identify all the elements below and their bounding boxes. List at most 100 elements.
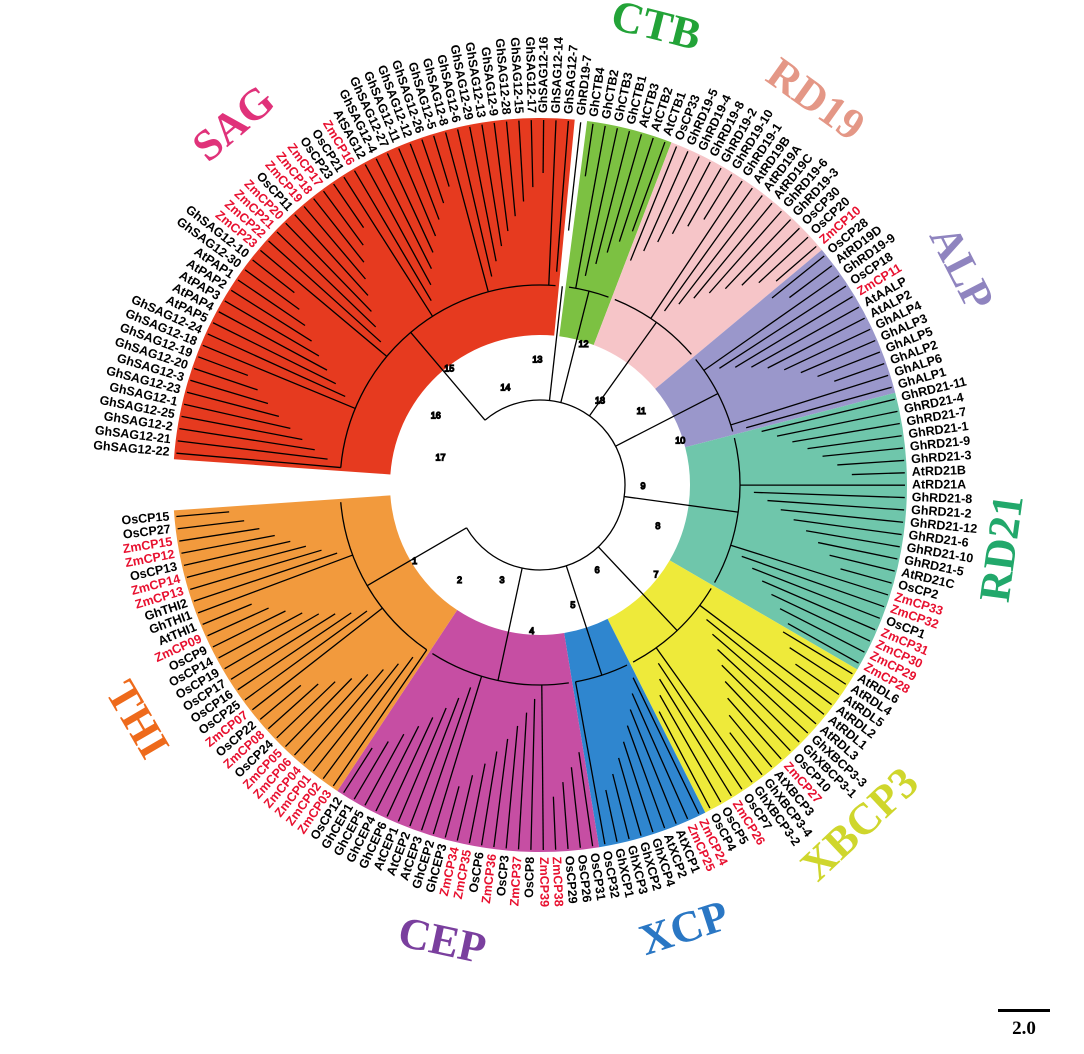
tip-branch xyxy=(193,367,258,391)
group-stem xyxy=(597,546,678,632)
tip-branch xyxy=(719,285,847,369)
tip-branch xyxy=(193,552,338,602)
tip-branch xyxy=(313,198,365,263)
tip-branch xyxy=(578,752,594,847)
node-support-label: 6 xyxy=(595,565,600,575)
clade-sector-alp xyxy=(655,249,896,448)
tip-branch xyxy=(480,751,498,846)
tip-branch xyxy=(177,440,328,460)
tip-branch xyxy=(176,452,341,469)
tip-branch xyxy=(541,684,544,850)
tip-branch xyxy=(259,684,302,720)
leaf-label: GhRD21-8 xyxy=(912,490,973,506)
tip-branch xyxy=(650,180,743,319)
node-support-label: 3 xyxy=(499,575,504,585)
tip-branch xyxy=(202,344,356,410)
tip-branch xyxy=(284,678,353,748)
tip-branch xyxy=(717,648,809,734)
tip-branch xyxy=(767,499,905,511)
tip-branch xyxy=(617,757,642,836)
tip-branch xyxy=(761,580,876,631)
tip-branch xyxy=(562,782,569,849)
node-support-label: 5 xyxy=(570,600,575,610)
tip-branch xyxy=(303,669,384,764)
tip-branch xyxy=(468,763,486,844)
tip-branch xyxy=(795,663,840,696)
group-stem xyxy=(615,393,719,447)
tip-branch xyxy=(724,219,792,290)
tip-branch xyxy=(658,711,711,809)
leaf-label: GhSAG12-16 xyxy=(536,36,551,113)
tip-branch xyxy=(618,137,654,242)
tip-branch xyxy=(481,124,503,247)
tip-branch xyxy=(322,656,414,780)
clade-sector-sag xyxy=(173,117,575,475)
tip-branch xyxy=(775,245,817,282)
tip-branch xyxy=(542,120,545,174)
leaf-label: OsCP31 xyxy=(587,852,608,902)
node-support-label: 13 xyxy=(595,396,605,406)
tip-branch xyxy=(789,265,833,299)
leaf-label: GhRD21-3 xyxy=(911,448,972,466)
tip-branch xyxy=(212,322,337,385)
tip-branch xyxy=(595,130,631,265)
tip-branch xyxy=(567,122,582,231)
tip-branch xyxy=(655,647,753,783)
tip-branch xyxy=(706,618,825,715)
leaf-labels: GhSAG12-22GhSAG12-21GhSAG12-2GhSAG12-25G… xyxy=(93,36,978,907)
group-stem xyxy=(497,567,523,681)
tip-branch xyxy=(730,544,889,596)
tip-branch xyxy=(469,126,497,262)
leaf-label: GhRD21-12 xyxy=(909,515,978,536)
tip-branch xyxy=(837,459,905,466)
group-stem xyxy=(366,527,467,587)
leaf-label: OsCP27 xyxy=(122,522,171,542)
tip-branch xyxy=(584,128,619,277)
tip-branch xyxy=(703,275,840,371)
clade-sector-rd21 xyxy=(669,392,907,670)
clade-label-sag: SAG xyxy=(183,75,284,171)
clade-sector-thi xyxy=(173,495,458,791)
tip-branch xyxy=(606,134,643,253)
tip-branch xyxy=(444,132,489,292)
tip-branch xyxy=(433,135,450,187)
group-stem xyxy=(624,495,739,513)
clade-label-alp: ALP xyxy=(920,218,1004,319)
node-support-label: 2 xyxy=(457,575,462,585)
tip-branch xyxy=(252,259,295,294)
tip-branch xyxy=(285,222,372,312)
leaf-label: GhSAG12-15 xyxy=(508,37,526,114)
clade-label-cep: CEP xyxy=(394,907,490,973)
tip-branch xyxy=(322,190,364,246)
leaf-label: ZmCP38 xyxy=(550,856,566,907)
tip-branch xyxy=(190,549,322,590)
tip-branch xyxy=(456,775,474,841)
node-support-label: 7 xyxy=(654,570,659,580)
tip-branch xyxy=(584,123,594,177)
tip-branch xyxy=(237,612,352,691)
tip-branch xyxy=(761,398,895,433)
tip-branch xyxy=(444,786,460,838)
leaf-label: GhRD21-2 xyxy=(911,503,972,521)
tip-branch xyxy=(779,608,865,653)
tip-branch xyxy=(420,687,472,831)
tip-branch xyxy=(294,214,369,296)
tip-branch xyxy=(353,741,389,800)
tip-branch xyxy=(782,631,853,675)
clade-label-xcp: XCP xyxy=(633,890,734,965)
tip-branch xyxy=(555,121,570,272)
tip-branch xyxy=(207,333,346,398)
tip-branch xyxy=(251,607,383,711)
tip-branch xyxy=(179,427,315,451)
tip-branch xyxy=(212,610,286,648)
tip-branch xyxy=(631,693,689,820)
tip-branch xyxy=(671,161,711,235)
tip-branch xyxy=(678,195,763,305)
tip-branch xyxy=(840,568,892,584)
leaf-label: GhRD19-7 xyxy=(574,54,595,116)
clade-label-ctb: CTB xyxy=(606,0,706,60)
tip-branch xyxy=(197,554,353,614)
scale-bar-label: 2.0 xyxy=(1012,1018,1036,1039)
